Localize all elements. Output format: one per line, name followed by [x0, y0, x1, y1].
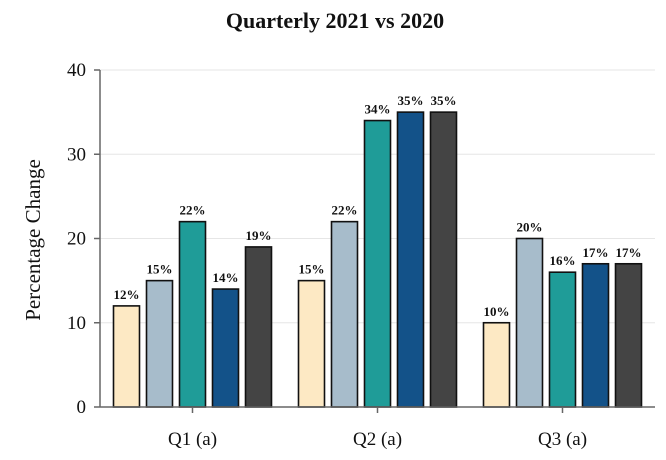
y-axis-ticks: 0 10 20 30 40: [67, 60, 100, 418]
bar: [244, 246, 273, 408]
x-tick-label: Q3 (a): [538, 429, 587, 450]
data-label: 34%: [365, 102, 391, 117]
bar: [581, 262, 610, 408]
y-tick-label: 10: [67, 313, 86, 334]
data-label: 16%: [550, 253, 576, 268]
bar: [396, 111, 425, 408]
bar: [482, 321, 511, 408]
data-label: 15%: [299, 262, 325, 277]
x-tick-label: Q2 (a): [353, 429, 402, 450]
y-tick-label: 0: [77, 397, 87, 418]
data-label: 10%: [484, 304, 510, 319]
bar: [297, 279, 326, 408]
data-label: 12%: [114, 287, 140, 302]
x-tick-label: Q1 (a): [168, 429, 217, 450]
y-tick-label: 40: [67, 60, 86, 81]
chart-title: Quarterly 2021 vs 2020: [226, 8, 444, 33]
data-labels: 12% 15% 22% 14% 19% 15% 22% 34% 35% 35% 10% 20% 16% 1…: [114, 93, 642, 319]
data-label: 14%: [213, 270, 239, 285]
y-axis-label: Percentage Change: [21, 159, 45, 321]
data-label: 19%: [246, 228, 272, 243]
bar: [429, 111, 458, 408]
x-axis-ticks: Q1 (a) Q2 (a) Q3 (a): [168, 407, 587, 450]
data-label: 22%: [332, 203, 358, 218]
bars: [112, 111, 643, 408]
data-label: 35%: [398, 93, 424, 108]
y-tick-label: 20: [67, 229, 86, 250]
data-label: 17%: [616, 245, 642, 260]
bar: [548, 271, 577, 408]
bar: [178, 220, 207, 408]
bar: [330, 220, 359, 408]
data-label: 22%: [180, 203, 206, 218]
bar: [515, 237, 544, 408]
data-label: 20%: [517, 220, 543, 235]
bar: [614, 262, 643, 408]
data-label: 15%: [147, 262, 173, 277]
bar: [112, 305, 141, 408]
data-label: 35%: [431, 93, 457, 108]
bar: [145, 279, 174, 408]
bar: [363, 119, 392, 408]
y-tick-label: 30: [67, 144, 86, 165]
data-label: 17%: [583, 245, 609, 260]
bar: [211, 288, 240, 408]
